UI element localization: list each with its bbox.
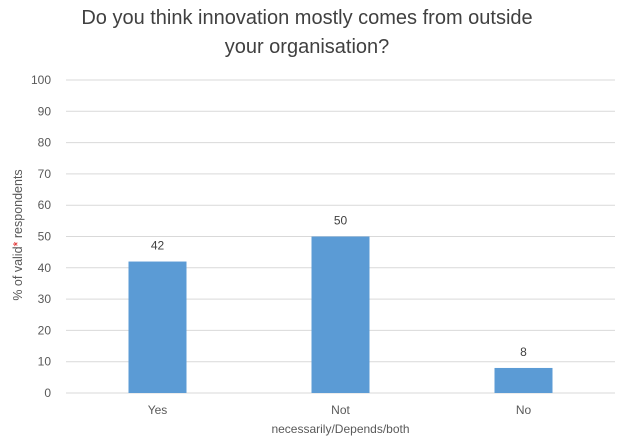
data-label: 42 (151, 239, 165, 253)
bar (128, 261, 187, 393)
y-axis-label: % of valid* respondents (11, 169, 25, 300)
bar (494, 367, 553, 393)
y-tick-label: 0 (44, 386, 51, 400)
x-category-labels: Yes Not necessarily/Depends/both No (148, 403, 532, 436)
y-tick-labels: 0 10 20 30 40 50 60 70 80 90 100 (31, 73, 51, 400)
y-tick-label: 70 (38, 167, 52, 181)
y-tick-label: 20 (38, 323, 52, 337)
data-labels: 42 50 8 (151, 214, 527, 359)
bars (128, 236, 553, 393)
x-category-label: Yes (148, 403, 168, 417)
y-axis-label-rest: respondents (11, 169, 25, 241)
data-label: 50 (334, 214, 348, 228)
chart-title-line: your organisation? (225, 36, 390, 58)
y-axis-label-star: * (11, 241, 25, 246)
y-tick-label: 60 (38, 198, 52, 212)
chart-title: Do you think innovation mostly comes fro… (81, 7, 532, 58)
y-tick-label: 50 (38, 230, 52, 244)
x-category-label: Not (331, 403, 350, 417)
y-tick-label: 90 (38, 104, 52, 118)
x-category-label: No (516, 403, 532, 417)
y-tick-label: 100 (31, 73, 51, 87)
y-tick-label: 30 (38, 292, 52, 306)
y-tick-label: 10 (38, 355, 52, 369)
x-category-label: necessarily/Depends/both (271, 422, 409, 436)
chart-title-line: Do you think innovation mostly comes fro… (81, 7, 532, 29)
y-axis-label-main: % of valid (11, 246, 25, 300)
y-tick-label: 80 (38, 136, 52, 150)
bar (311, 236, 370, 393)
data-label: 8 (520, 345, 527, 359)
y-tick-label: 40 (38, 261, 52, 275)
